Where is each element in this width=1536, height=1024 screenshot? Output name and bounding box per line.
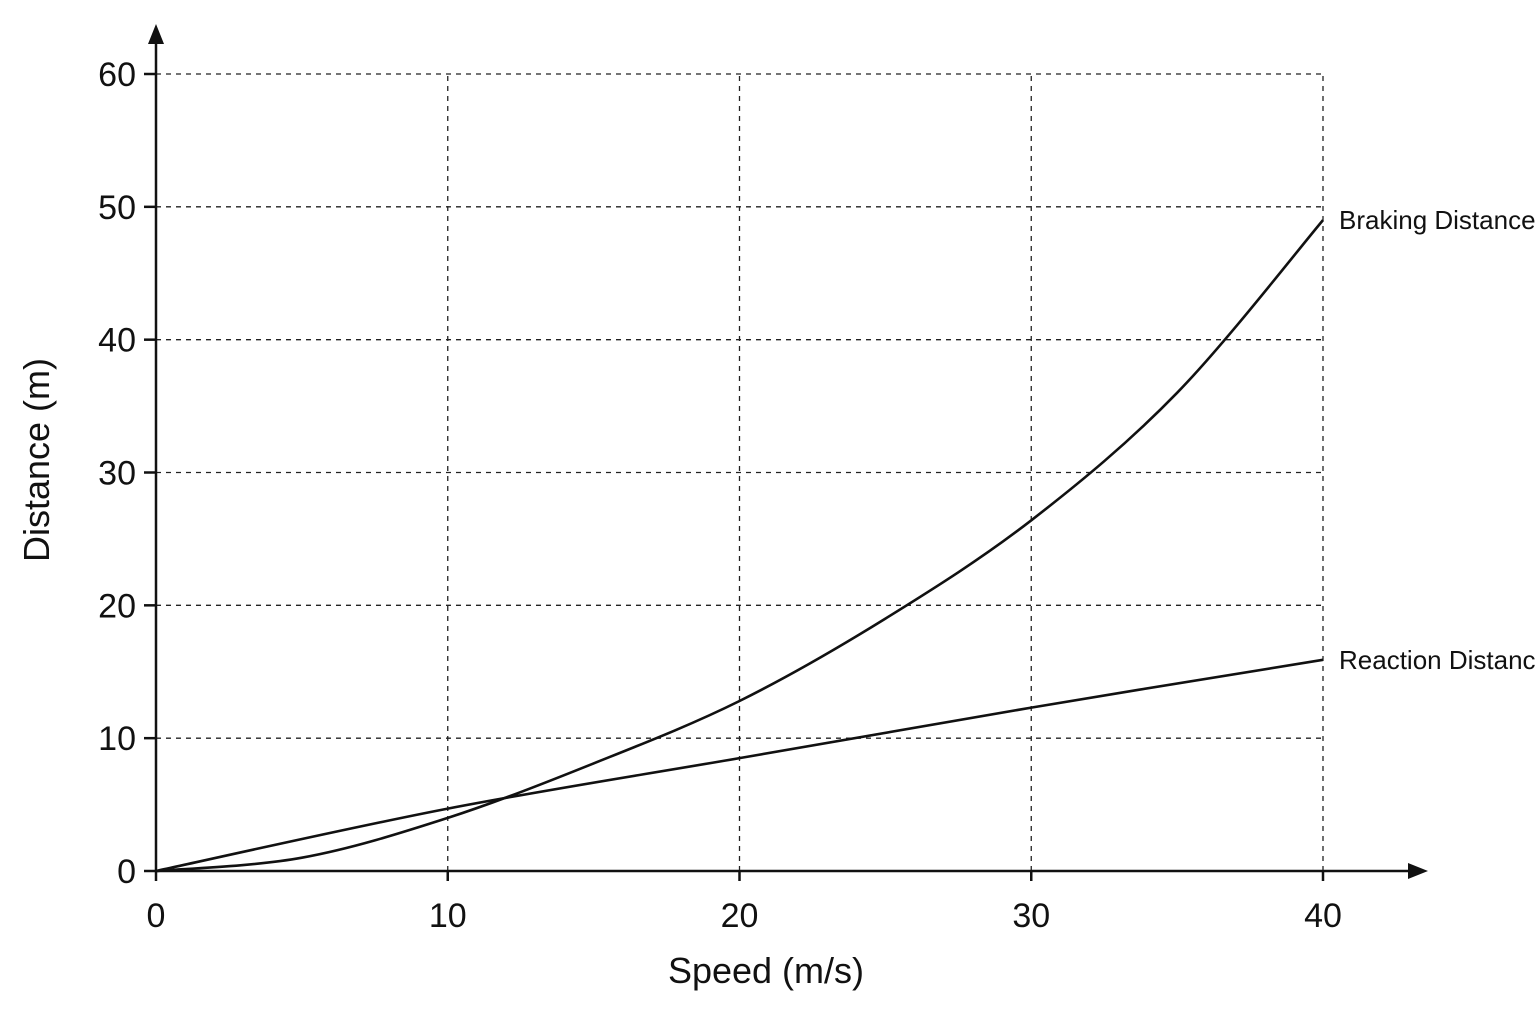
- y-tick-label-0: 0: [117, 853, 136, 891]
- braking-distance-label: Braking Distance: [1339, 205, 1536, 235]
- y-tick-label-1: 10: [98, 720, 136, 758]
- y-axis-label: Distance (m): [16, 358, 57, 562]
- x-tick-label-2: 20: [721, 897, 759, 935]
- y-tick-label-6: 60: [98, 56, 136, 94]
- x-tick-label-1: 10: [429, 897, 467, 935]
- reaction-distance-line: [155, 658, 1324, 873]
- braking-distance-line: [155, 219, 1324, 873]
- y-axis-arrow: [148, 24, 164, 44]
- grid-layer: [156, 73, 1324, 871]
- x-tick-label-0: 0: [147, 897, 166, 935]
- x-axis-label: Speed (m/s): [668, 950, 864, 991]
- axes-layer: [148, 24, 1428, 879]
- y-tick-label-2: 20: [98, 587, 136, 625]
- x-tick-label-4: 40: [1304, 897, 1342, 935]
- series-layer: Braking Distance Reaction Distance: [155, 205, 1536, 873]
- y-tick-label-5: 50: [98, 189, 136, 227]
- x-tick-label-3: 30: [1012, 897, 1050, 935]
- y-tick-label-4: 40: [98, 322, 136, 360]
- reaction-distance-label: Reaction Distance: [1339, 645, 1536, 675]
- y-tick-label-3: 30: [98, 455, 136, 493]
- x-axis-arrow: [1408, 863, 1428, 879]
- tick-label-layer: 0 10 20 30 40 50 60 0 10 20 30 40: [98, 56, 1342, 935]
